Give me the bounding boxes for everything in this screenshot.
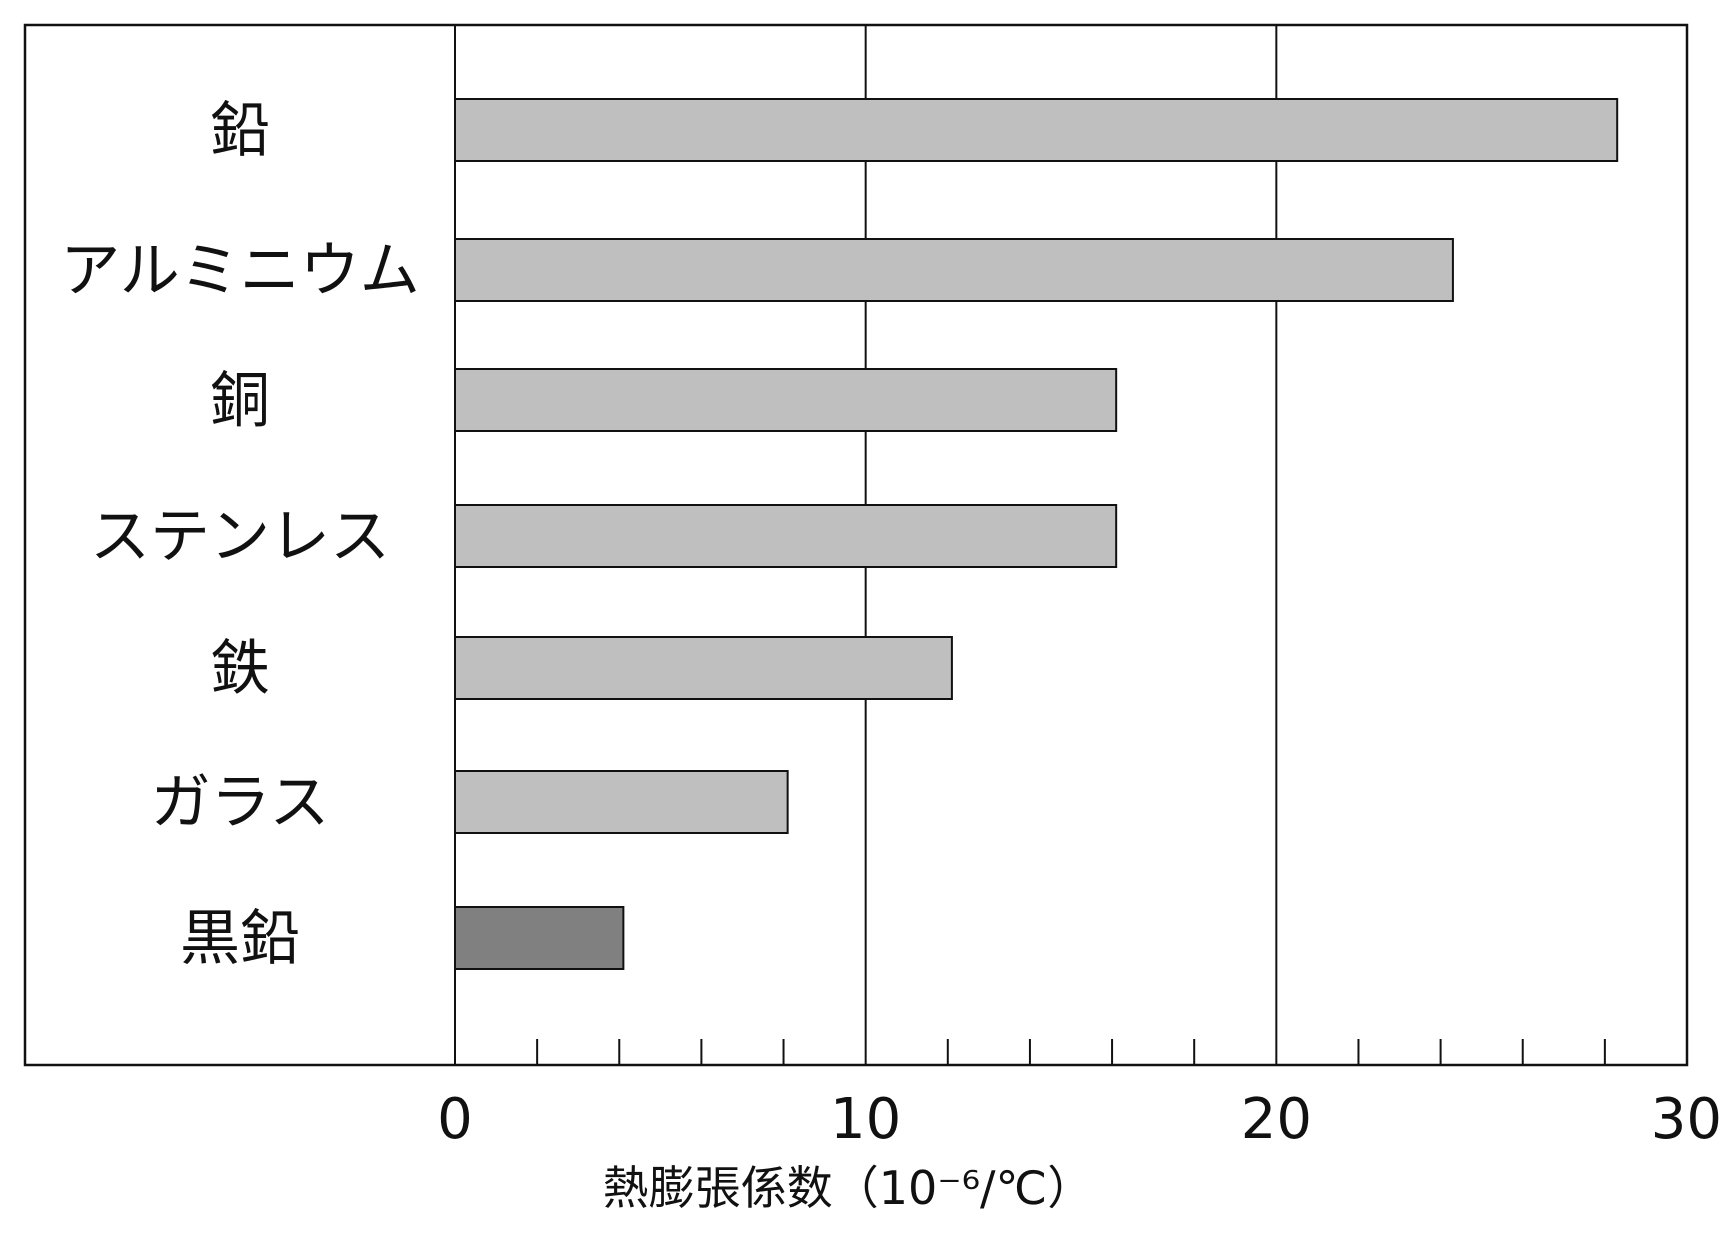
- category-label: 鉄: [210, 634, 270, 704]
- bar-4: [454, 636, 953, 700]
- x-tick-label: 10: [830, 1087, 901, 1152]
- bar-6: [454, 906, 625, 970]
- x-tick-label: 0: [437, 1087, 473, 1152]
- category-label: 鉛: [210, 96, 270, 166]
- bar-3: [454, 504, 1118, 568]
- category-label: アルミニウム: [60, 236, 419, 306]
- x-tick-label: 30: [1651, 1087, 1722, 1152]
- bars: [454, 98, 1619, 970]
- category-label: 黒鉛: [180, 904, 300, 974]
- bar-1: [454, 238, 1454, 302]
- category-label: ガラス: [151, 768, 330, 838]
- minor-ticks: [536, 1039, 1606, 1065]
- x-tick-label: 20: [1241, 1087, 1312, 1152]
- bar-0: [454, 98, 1619, 162]
- bar-5: [454, 770, 789, 834]
- category-label: ステンレス: [90, 502, 390, 572]
- x-axis-title: 熱膨張係数（10⁻⁶/℃）: [603, 1161, 1093, 1215]
- x-tick-labels: 0 10 20 30: [437, 1087, 1722, 1152]
- category-label: 銅: [210, 366, 270, 436]
- bar-2: [454, 368, 1118, 432]
